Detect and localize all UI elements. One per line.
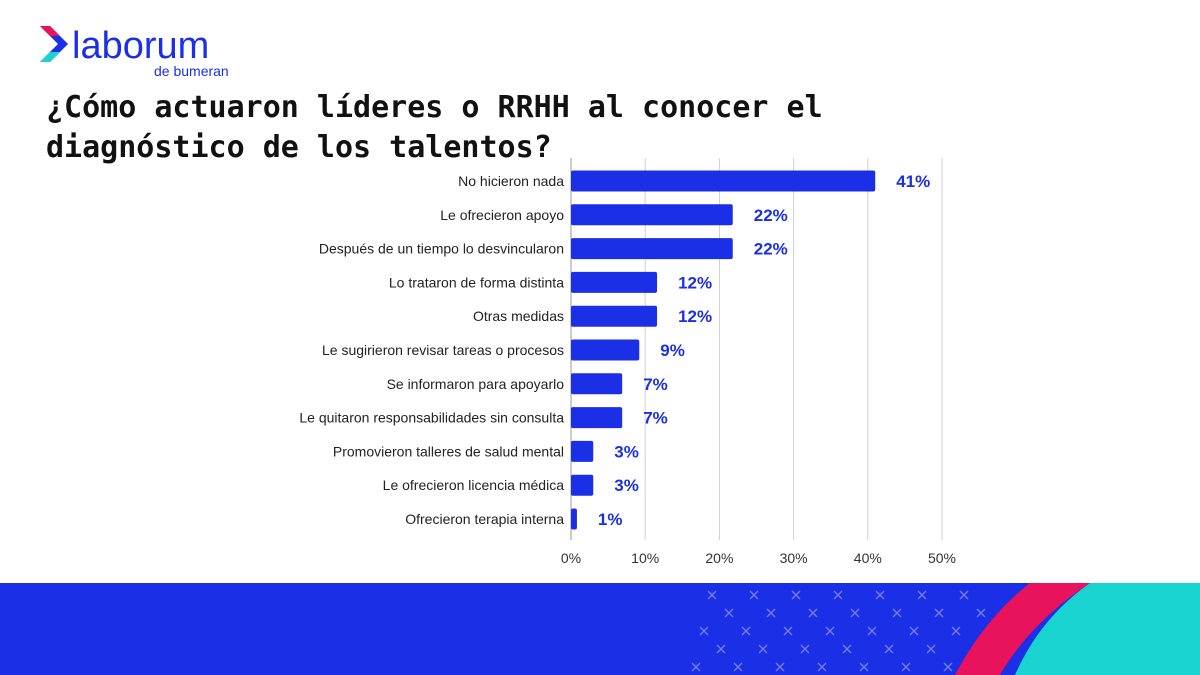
category-label: Le sugirieron revisar tareas o procesos xyxy=(322,342,564,358)
cross-mark-icon xyxy=(808,608,818,618)
cross-mark-icon xyxy=(833,590,843,600)
footer-teal-shape xyxy=(1015,583,1200,675)
cross-mark-icon xyxy=(850,608,860,618)
value-label: 7% xyxy=(643,409,668,428)
x-tick-label: 10% xyxy=(631,550,659,566)
chart-title: ¿Cómo actuaron líderes o RRHH al conocer… xyxy=(46,90,823,165)
cross-mark-icon xyxy=(926,644,936,654)
cross-mark-icon xyxy=(716,644,726,654)
bar xyxy=(571,339,640,361)
value-label: 41% xyxy=(896,172,930,191)
cross-mark-icon xyxy=(909,626,919,636)
value-label: 1% xyxy=(598,510,623,529)
cross-mark-icon xyxy=(901,662,911,672)
bar xyxy=(571,508,577,530)
bar xyxy=(571,440,594,462)
footer-pink-stripe xyxy=(955,583,1090,675)
cross-mark-icon xyxy=(817,662,827,672)
cross-mark-icon xyxy=(825,626,835,636)
value-label: 3% xyxy=(614,442,639,461)
cross-pattern xyxy=(691,590,986,672)
category-label: Se informaron para apoyarlo xyxy=(387,376,565,392)
bar xyxy=(571,271,658,293)
value-label: 3% xyxy=(614,476,639,495)
bar xyxy=(571,305,658,327)
bar xyxy=(571,407,623,429)
category-label: Lo trataron de forma distinta xyxy=(389,274,564,290)
cross-mark-icon xyxy=(775,662,785,672)
cross-mark-icon xyxy=(724,608,734,618)
cross-mark-icon xyxy=(691,662,701,672)
value-label: 12% xyxy=(678,273,712,292)
cross-mark-icon xyxy=(934,608,944,618)
x-tick-label: 20% xyxy=(705,550,733,566)
cross-mark-icon xyxy=(766,608,776,618)
cross-mark-icon xyxy=(892,608,902,618)
cross-mark-icon xyxy=(875,590,885,600)
value-label: 12% xyxy=(678,307,712,326)
bar xyxy=(571,474,594,496)
cross-mark-icon xyxy=(699,626,709,636)
cross-mark-icon xyxy=(741,626,751,636)
cross-mark-icon xyxy=(951,626,961,636)
cross-mark-icon xyxy=(758,644,768,654)
cross-mark-icon xyxy=(783,626,793,636)
bar xyxy=(571,238,733,260)
cross-mark-icon xyxy=(943,662,953,672)
cross-mark-icon xyxy=(959,590,969,600)
cross-mark-icon xyxy=(842,644,852,654)
category-label: Promovieron talleres de salud mental xyxy=(333,443,564,459)
cross-mark-icon xyxy=(791,590,801,600)
value-label: 22% xyxy=(754,240,788,259)
cross-mark-icon xyxy=(884,644,894,654)
bar xyxy=(571,204,733,226)
bar xyxy=(571,373,623,395)
cross-mark-icon xyxy=(749,590,759,600)
cross-mark-icon xyxy=(800,644,810,654)
cross-mark-icon xyxy=(707,590,717,600)
brand-name: laborum xyxy=(72,25,209,67)
category-label: Ofrecieron terapia interna xyxy=(405,511,564,527)
x-tick-label: 40% xyxy=(854,550,882,566)
x-tick-label: 50% xyxy=(928,550,956,566)
x-tick-label: 30% xyxy=(780,550,808,566)
category-label: No hicieron nada xyxy=(458,173,564,189)
value-label: 7% xyxy=(643,375,668,394)
category-label: Le ofrecieron apoyo xyxy=(440,207,564,223)
category-label: Después de un tiempo lo desvincularon xyxy=(319,241,564,257)
bar-chart: 0% 10% 20% 30% 40% 50% No hicieron nada 41% Le … xyxy=(299,158,956,566)
cross-mark-icon xyxy=(733,662,743,672)
category-label: Otras medidas xyxy=(473,308,564,324)
footer-band xyxy=(0,583,1200,675)
category-label: Le ofrecieron licencia médica xyxy=(383,477,565,493)
brand-tagline: de bumeran xyxy=(154,63,229,79)
cross-mark-icon xyxy=(867,626,877,636)
cross-mark-icon xyxy=(976,608,986,618)
cross-mark-icon xyxy=(859,662,869,672)
value-label: 9% xyxy=(660,341,685,360)
cross-mark-icon xyxy=(917,590,927,600)
x-tick-label: 0% xyxy=(561,550,581,566)
bar xyxy=(571,170,876,192)
category-label: Le quitaron responsabilidades sin consul… xyxy=(299,410,564,426)
value-label: 22% xyxy=(754,206,788,225)
laborum-logo: laborum de bumeran xyxy=(40,25,229,79)
